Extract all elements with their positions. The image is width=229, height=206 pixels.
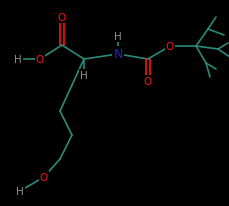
Text: O: O [36, 55, 44, 65]
Text: H: H [14, 55, 22, 65]
Text: H: H [114, 32, 121, 42]
Text: N: N [113, 48, 122, 61]
Text: O: O [58, 13, 66, 23]
Text: O: O [40, 172, 48, 182]
Text: O: O [143, 77, 151, 87]
Text: H: H [80, 71, 87, 81]
Text: O: O [165, 42, 173, 52]
Text: H: H [16, 186, 24, 196]
